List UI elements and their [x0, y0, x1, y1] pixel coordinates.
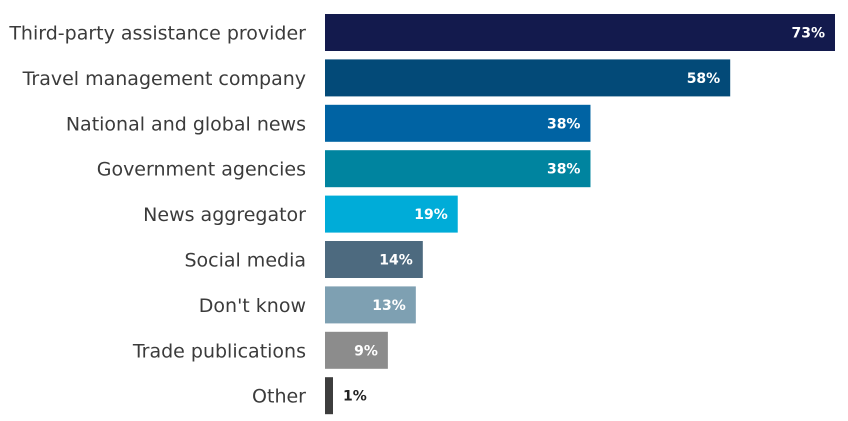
category-label-2: National and global news	[66, 113, 306, 135]
bar-7	[325, 331, 388, 369]
category-label-1: Travel management company	[22, 68, 306, 90]
category-label-3: Government agencies	[97, 159, 306, 181]
category-label-6: Don't know	[199, 295, 306, 317]
category-label-8: Other	[252, 386, 306, 408]
bar-3	[325, 150, 591, 188]
bar-8	[325, 377, 333, 415]
category-label-0: Third-party assistance provider	[8, 23, 306, 45]
value-label-6: 13%	[372, 298, 406, 314]
value-label-4: 19%	[414, 207, 448, 223]
value-label-5: 14%	[379, 253, 413, 269]
bar-0	[325, 14, 835, 51]
category-label-4: News aggregator	[143, 204, 306, 226]
bar-5	[325, 241, 423, 278]
value-label-3: 38%	[547, 162, 581, 178]
value-label-7: 9%	[354, 343, 378, 359]
bar-4	[325, 195, 458, 233]
bar-1	[325, 59, 731, 97]
category-labels-group: Third-party assistance provider Travel ma…	[8, 23, 306, 408]
value-label-0: 73%	[791, 26, 825, 42]
value-label-2: 38%	[547, 116, 581, 132]
bar-2	[325, 104, 591, 142]
value-label-8: 1%	[343, 389, 367, 405]
bar-6	[325, 286, 416, 324]
bars-group	[325, 14, 835, 415]
category-label-5: Social media	[184, 250, 306, 272]
value-label-1: 58%	[687, 71, 721, 87]
value-labels-group: 73% 58% 38% 38% 19% 14% 13% 9% 1%	[343, 26, 825, 405]
category-label-7: Trade publications	[132, 340, 306, 362]
